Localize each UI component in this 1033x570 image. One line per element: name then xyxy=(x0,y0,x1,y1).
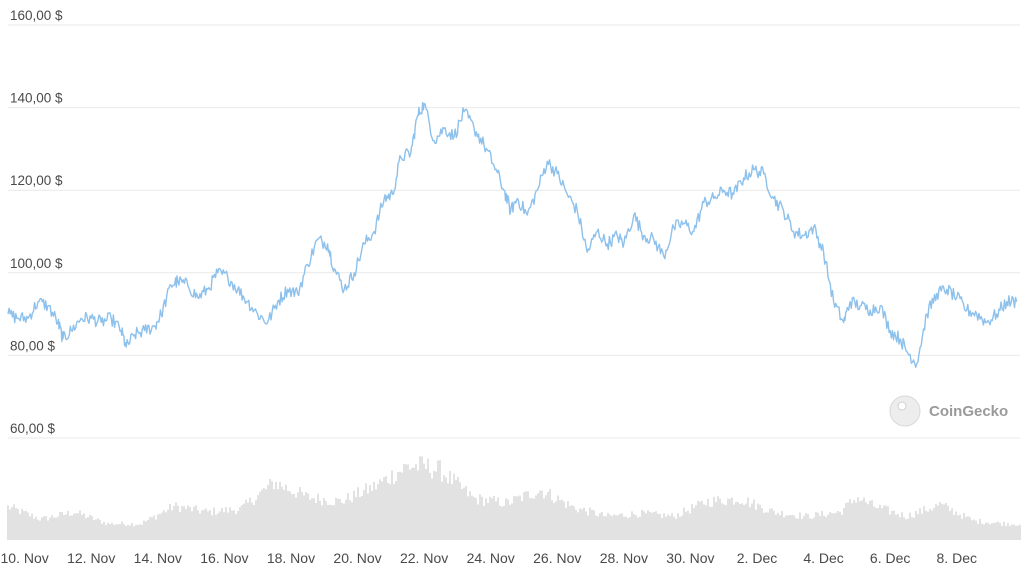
coingecko-watermark: CoinGecko xyxy=(889,395,1008,427)
x-tick-label: 6. Dec xyxy=(870,550,910,566)
volume-bars xyxy=(7,456,1021,540)
grid-lines xyxy=(8,24,1020,439)
x-tick-label: 8. Dec xyxy=(937,550,977,566)
x-tick-label: 4. Dec xyxy=(803,550,843,566)
watermark-label: CoinGecko xyxy=(929,403,1008,420)
x-tick-label: 12. Nov xyxy=(67,550,115,566)
price-series-line xyxy=(7,101,1018,368)
gecko-logo-eye-icon xyxy=(897,401,907,411)
x-tick-label: 26. Nov xyxy=(533,550,581,566)
x-tick-label: 22. Nov xyxy=(400,550,448,566)
x-tick-label: 20. Nov xyxy=(333,550,381,566)
x-tick-label: 16. Nov xyxy=(200,550,248,566)
gecko-logo-icon xyxy=(889,395,921,427)
y-tick-label: 80,00 $ xyxy=(10,338,56,353)
y-tick-label: 160,00 $ xyxy=(10,8,63,23)
y-tick-label: 140,00 $ xyxy=(10,91,63,106)
x-tick-label: 24. Nov xyxy=(467,550,515,566)
x-axis-labels: 10. Nov 12. Nov 14. Nov 16. Nov 18. Nov 20. N… xyxy=(1,550,977,566)
x-tick-label: 30. Nov xyxy=(666,550,714,566)
y-tick-label: 120,00 $ xyxy=(10,173,63,188)
y-tick-label: 60,00 $ xyxy=(10,421,56,436)
x-tick-label: 18. Nov xyxy=(267,550,315,566)
x-tick-label: 2. Dec xyxy=(737,550,777,566)
x-tick-label: 28. Nov xyxy=(600,550,648,566)
price-line-layer xyxy=(7,101,1018,368)
x-tick-label: 10. Nov xyxy=(1,550,49,566)
x-tick-label: 14. Nov xyxy=(134,550,182,566)
y-axis-labels: 60,00 $ 80,00 $ 100,00 $ 120,00 $ 140,00 $ 16… xyxy=(10,8,63,436)
y-tick-label: 100,00 $ xyxy=(10,256,63,271)
